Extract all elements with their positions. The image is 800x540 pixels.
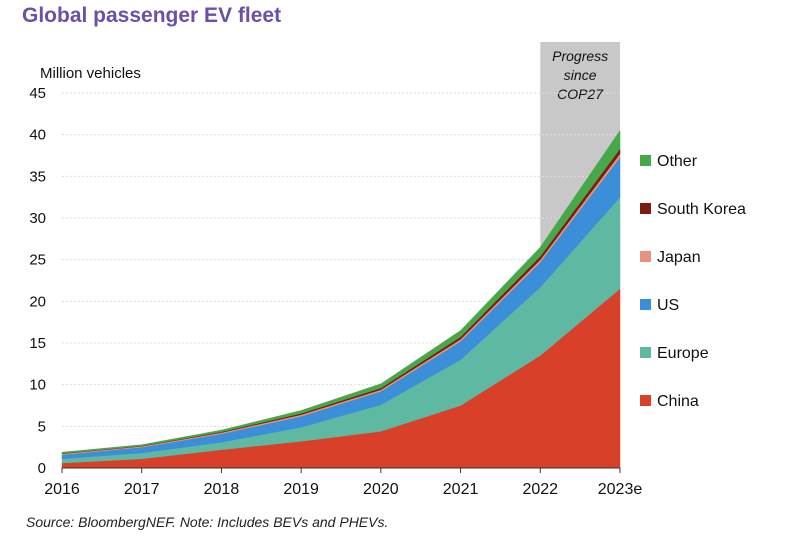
legend-swatch xyxy=(640,203,651,214)
legend-swatch xyxy=(640,347,651,358)
x-tick-label: 2018 xyxy=(204,481,240,498)
legend-label: Other xyxy=(657,153,698,170)
x-tick-label: 2020 xyxy=(363,481,399,498)
legend-label: China xyxy=(657,393,699,410)
y-tick-label: 20 xyxy=(29,293,46,310)
legend-swatch xyxy=(640,251,651,262)
x-tick-label: 2017 xyxy=(124,481,160,498)
x-tick-label: 2022 xyxy=(522,481,558,498)
area-series-other xyxy=(61,129,621,454)
legend-swatch xyxy=(640,299,651,310)
y-tick-label: 0 xyxy=(38,460,46,477)
x-tick-label: 2021 xyxy=(443,481,479,498)
legend-label: Japan xyxy=(657,249,701,266)
x-tick-label: 2023e xyxy=(598,481,643,498)
highlight-label-line: Progress xyxy=(552,48,608,64)
y-tick-label: 25 xyxy=(29,252,46,269)
y-tick-label: 10 xyxy=(29,377,46,394)
chart-title: Global passenger EV fleet xyxy=(22,4,282,27)
y-axis-label: Million vehicles xyxy=(40,65,141,82)
legend-label: Europe xyxy=(657,345,709,362)
y-tick-label: 30 xyxy=(29,210,46,227)
y-tick-label: 15 xyxy=(29,335,46,352)
area-layer xyxy=(61,129,621,469)
x-tick-label: 2016 xyxy=(44,481,80,498)
y-tick-label: 5 xyxy=(38,418,46,435)
legend: Other South Korea Japan US Europe China xyxy=(640,153,746,410)
legend-label: US xyxy=(657,297,679,314)
y-tick-label: 40 xyxy=(29,127,46,144)
y-tick-label: 35 xyxy=(29,168,46,185)
highlight-label-line: since xyxy=(564,67,597,83)
legend-swatch xyxy=(640,155,651,166)
legend-label: South Korea xyxy=(657,201,746,218)
y-tick-label: 45 xyxy=(29,85,46,102)
highlight-label-line: COP27 xyxy=(557,86,604,102)
source-note: Source: BloombergNEF. Note: Includes BEV… xyxy=(26,514,389,530)
x-tick-label: 2019 xyxy=(283,481,319,498)
axis-layer: 2016 2017 2018 2019 2020 2021 2022 2023e xyxy=(44,467,643,498)
legend-swatch xyxy=(640,395,651,406)
